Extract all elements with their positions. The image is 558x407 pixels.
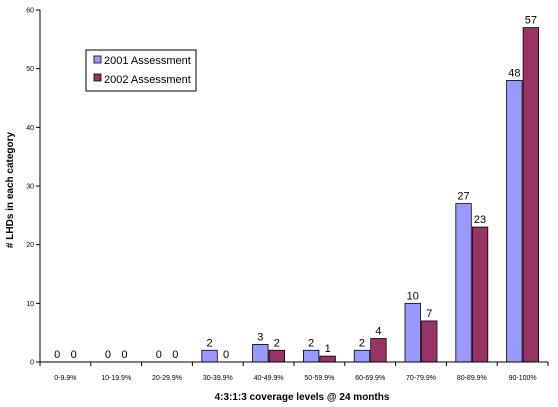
y-tick-label: 60 [26, 8, 34, 15]
x-tick-label: 0-9.9% [54, 375, 76, 382]
bars [201, 27, 539, 363]
data-label: 0 [105, 349, 111, 361]
bar-2001 [506, 80, 523, 363]
x-tick-label: 80-89.9% [457, 375, 487, 382]
data-label: 1 [325, 343, 331, 355]
bar-2001 [302, 349, 320, 363]
data-label: 2 [308, 337, 314, 349]
bar-2002 [319, 355, 336, 363]
data-label: 4 [375, 326, 381, 338]
data-label: 0 [172, 349, 178, 361]
bar-2001 [201, 349, 218, 363]
data-label: 48 [508, 67, 520, 79]
x-tick-label: 90-100% [509, 375, 537, 382]
data-label: 27 [457, 191, 469, 203]
y-tick-label: 0 [30, 360, 34, 367]
legend-label-2001: 2001 Assessment [104, 55, 191, 67]
y-tick-label: 50 [26, 66, 34, 73]
bar-2001 [455, 203, 472, 363]
bar-2002 [471, 226, 489, 363]
data-label: 0 [121, 349, 127, 361]
legend-swatch-2001 [93, 55, 102, 64]
y-tick-label: 40 [26, 125, 34, 132]
y-tick-label: 30 [26, 184, 34, 191]
legend: 2001 Assessment 2002 Assessment [85, 49, 197, 92]
bar-2002 [522, 27, 539, 363]
bar-2001 [252, 343, 269, 363]
x-tick-label: 70-79.9% [406, 375, 436, 382]
data-label: 57 [525, 15, 537, 27]
data-label: 3 [257, 331, 263, 343]
x-tick-label: 10-19.9% [101, 375, 131, 382]
bar-2001 [353, 349, 371, 363]
y-tick-label: 10 [26, 301, 34, 308]
bar-2002 [421, 320, 438, 363]
legend-label-2002: 2002 Assessment [104, 74, 191, 86]
data-label: 2 [274, 337, 280, 349]
data-label: 0 [71, 349, 77, 361]
legend-swatch-2002 [93, 73, 102, 82]
bar-2001 [404, 302, 421, 363]
x-tick-label: 30-39.9% [203, 375, 233, 382]
data-label: 2 [206, 337, 212, 349]
data-label: 23 [474, 214, 486, 226]
legend-box [85, 49, 197, 92]
data-label: 0 [223, 349, 229, 361]
data-label: 7 [426, 308, 432, 320]
y-tick-label: 20 [26, 242, 34, 249]
y-axis-title: # LHDs in each category [5, 131, 16, 248]
data-label: 0 [156, 349, 162, 361]
x-tick-label: 60-69.9% [355, 375, 385, 382]
data-label: 0 [54, 349, 60, 361]
data-label: 10 [407, 290, 419, 302]
x-tick-label: 20-29.9% [152, 375, 182, 382]
x-axis-title: 4:3:1:3 coverage levels @ 24 months [215, 392, 390, 403]
bar-2002 [370, 338, 387, 363]
x-axis-ticks: 0-9.9% 10-19.9% 20-29.9% 30-39.9% 40-49.9% 50… [39, 362, 549, 382]
y-axis-ticks: 0 10 20 30 40 50 60 [26, 8, 40, 367]
bar-2002 [268, 349, 286, 363]
x-tick-label: 50-59.9% [304, 375, 334, 382]
x-tick-label: 40-49.9% [254, 375, 284, 382]
data-label: 2 [359, 337, 365, 349]
